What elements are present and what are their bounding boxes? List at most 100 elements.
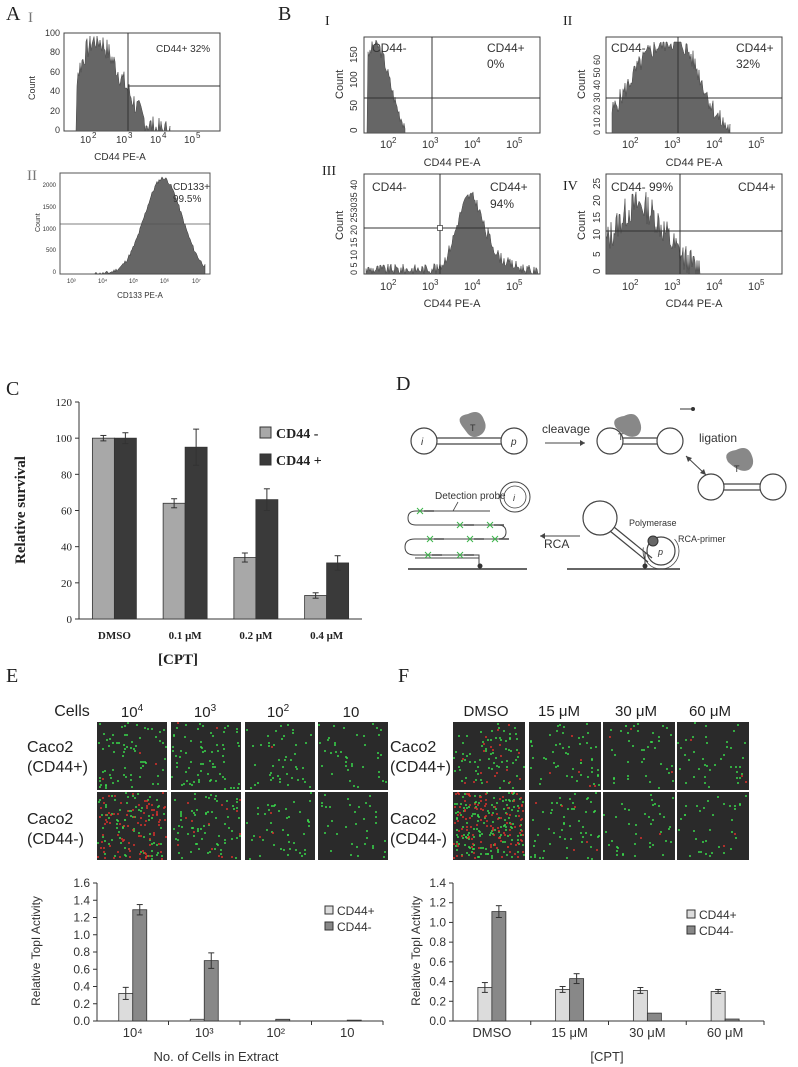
green-spot: [456, 841, 459, 844]
b-xtick: 10: [506, 281, 518, 293]
green-spot: [494, 828, 497, 831]
b-xtick-exp: 4: [718, 136, 723, 145]
green-spot: [356, 846, 359, 849]
d-t-label-2: T: [618, 432, 624, 442]
green-spot: [670, 764, 673, 767]
red-spot: [176, 843, 179, 846]
red-spot: [122, 839, 125, 842]
green-spot: [670, 734, 673, 737]
green-spot: [505, 759, 508, 762]
green-spot: [117, 831, 120, 834]
green-spot: [184, 752, 187, 755]
green-spot: [504, 819, 507, 821]
green-spot: [124, 792, 127, 795]
green-spot: [569, 837, 572, 840]
red-spot: [220, 803, 223, 806]
green-spot: [558, 723, 561, 726]
green-spot: [726, 745, 729, 748]
green-spot: [567, 807, 570, 810]
red-spot: [99, 816, 102, 819]
red-spot: [484, 814, 487, 817]
green-spot: [110, 794, 113, 797]
red-spot: [108, 794, 111, 797]
chartC-ytick-label: 60: [61, 506, 73, 518]
green-spot: [140, 851, 143, 854]
green-spot: [196, 827, 199, 830]
green-spot: [155, 853, 158, 856]
green-spot: [266, 829, 269, 832]
probe-mark: [424, 551, 432, 559]
probe-mark: [416, 507, 424, 515]
green-spot: [211, 751, 214, 754]
green-spot: [454, 845, 457, 848]
green-spot: [208, 760, 211, 763]
red-spot: [520, 819, 523, 822]
green-spot: [289, 758, 292, 761]
roman-a-ii: II: [27, 168, 37, 184]
green-spot: [473, 835, 476, 838]
chartF-ytick-label: 1.4: [429, 876, 446, 890]
red-spot: [493, 806, 496, 809]
red-spot: [508, 850, 511, 853]
green-spot: [534, 840, 537, 843]
micro-e-r0-c2: [245, 722, 315, 790]
green-spot: [249, 857, 252, 860]
chartC-ytick-label: 20: [61, 578, 73, 590]
red-spot: [462, 757, 465, 760]
c-ylabel: Relative survival: [13, 456, 29, 564]
green-spot: [224, 777, 227, 780]
green-spot: [586, 732, 589, 735]
b-i-xlabel: CD44 PE-A: [424, 157, 482, 169]
red-spot: [126, 814, 129, 817]
roman-a-i: I: [28, 10, 33, 26]
green-spot: [126, 802, 129, 805]
green-spot: [613, 782, 616, 785]
green-spot: [356, 733, 359, 736]
red-spot: [161, 857, 164, 860]
green-spot: [186, 832, 189, 835]
green-spot: [99, 723, 102, 726]
red-spot: [500, 840, 503, 843]
green-spot: [473, 848, 476, 851]
green-spot: [483, 817, 486, 820]
b-xtick-exp: 3: [676, 278, 681, 287]
green-spot: [133, 747, 136, 750]
b-iv-ytick: 0: [592, 268, 603, 274]
red-spot: [110, 814, 113, 817]
micro-e-r0-c0: [97, 722, 167, 790]
green-spot: [492, 762, 495, 765]
green-spot: [134, 745, 137, 748]
green-spot: [572, 807, 575, 810]
green-spot: [156, 843, 159, 846]
probe-marks: [416, 507, 509, 559]
red-spot: [465, 829, 468, 832]
b-iii-yticks: 0 5 10 15 20 253035 40: [349, 180, 359, 275]
green-spot: [667, 771, 670, 774]
green-spot: [579, 773, 582, 776]
green-spot: [482, 821, 485, 824]
green-spot: [517, 838, 520, 841]
green-spot: [585, 832, 588, 835]
red-spot: [153, 831, 156, 834]
green-spot: [740, 773, 743, 776]
red-spot: [113, 856, 116, 859]
flow-a-i: CD44+ 32% Count 0 20 40 60 80 100 10 2 10…: [27, 28, 221, 163]
green-spot: [635, 833, 638, 836]
green-spot: [282, 734, 285, 737]
green-spot: [578, 820, 581, 823]
chartE-ytick-label: 0.4: [73, 980, 90, 994]
red-spot: [470, 826, 473, 829]
green-spot: [477, 802, 480, 805]
green-spot: [723, 753, 726, 756]
green-spot: [209, 851, 212, 854]
red-spot: [479, 807, 482, 810]
b-i-ytick: 0: [349, 127, 360, 133]
green-spot: [281, 829, 284, 832]
green-spot: [154, 736, 157, 739]
green-spot: [285, 772, 288, 775]
green-spot: [480, 782, 483, 785]
green-spot: [478, 758, 481, 761]
chartE-category-label: 10: [340, 1025, 354, 1040]
green-spot: [365, 829, 368, 832]
green-spot: [514, 726, 517, 729]
